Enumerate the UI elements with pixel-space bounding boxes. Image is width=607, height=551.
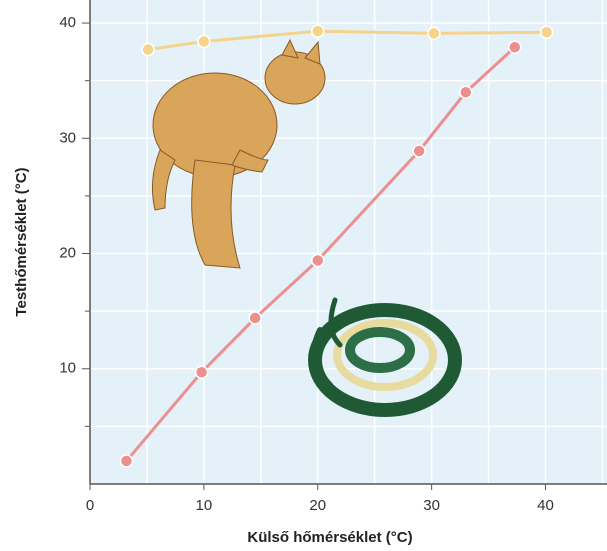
data-point — [312, 254, 324, 266]
data-point — [541, 26, 553, 38]
y-tick-label: 20 — [59, 244, 76, 261]
chart: Külső hőmérséklet (°C) Testhőmérséklet (… — [0, 0, 607, 551]
data-point — [249, 312, 261, 324]
data-point — [413, 145, 425, 157]
data-point — [196, 366, 208, 378]
y-tick-label: 30 — [59, 129, 76, 146]
x-tick-label: 30 — [423, 497, 440, 514]
data-point — [428, 27, 440, 39]
y-tick-label: 40 — [59, 14, 76, 31]
data-point — [142, 44, 154, 56]
y-axis-title: Testhőmérséklet (°C) — [13, 167, 30, 316]
data-point — [120, 455, 132, 467]
x-axis-title: Külső hőmérséklet (°C) — [247, 529, 412, 546]
x-tick-label: 40 — [537, 497, 554, 514]
x-tick-label: 10 — [196, 497, 213, 514]
x-tick-label: 0 — [86, 497, 94, 514]
data-point — [312, 25, 324, 37]
data-point — [198, 35, 210, 47]
y-tick-label: 10 — [59, 360, 76, 377]
data-point — [509, 41, 521, 53]
x-tick-label: 20 — [309, 497, 326, 514]
data-point — [460, 86, 472, 98]
